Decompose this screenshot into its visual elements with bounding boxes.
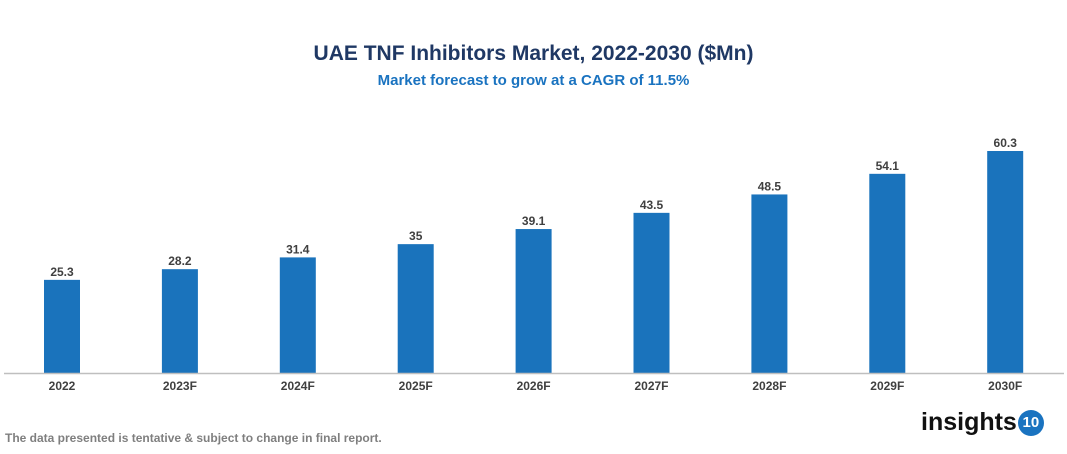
bar <box>397 244 434 373</box>
footnote: The data presented is tentative & subjec… <box>5 431 382 445</box>
data-label: 28.2 <box>168 254 192 268</box>
data-label: 54.1 <box>876 159 900 173</box>
x-tick-label: 2025F <box>399 379 433 393</box>
chart-subtitle: Market forecast to grow at a CAGR of 11.… <box>377 72 690 89</box>
data-label: 25.3 <box>50 265 74 279</box>
data-label: 39.1 <box>522 214 546 228</box>
chart-title: UAE TNF Inhibitors Market, 2022-2030 ($M… <box>313 42 754 65</box>
bar <box>751 194 788 373</box>
x-tick-label: 2029F <box>870 379 904 393</box>
x-tick-label: 2023F <box>163 379 197 393</box>
bar <box>161 269 198 373</box>
bar <box>633 212 670 373</box>
bar <box>279 257 316 373</box>
bar <box>44 279 80 373</box>
bar <box>869 173 906 373</box>
data-label: 43.5 <box>640 198 664 212</box>
x-tick-label: 2022 <box>49 379 76 393</box>
data-label: 60.3 <box>994 136 1018 150</box>
data-label: 48.5 <box>758 179 782 193</box>
bar <box>987 151 1024 373</box>
data-label: 31.4 <box>286 242 310 256</box>
x-tick-label: 2028F <box>752 379 786 393</box>
x-tick-label: 2027F <box>634 379 668 393</box>
x-tick-label: 2024F <box>281 379 315 393</box>
data-label: 35 <box>409 229 423 243</box>
bar <box>515 229 552 373</box>
logo-badge: 10 <box>1017 409 1044 436</box>
insights10-logo: insights 10 <box>921 408 1044 437</box>
x-tick-label: 2026F <box>517 379 551 393</box>
logo-text: insights <box>921 408 1017 436</box>
x-tick-label: 2030F <box>988 379 1022 393</box>
